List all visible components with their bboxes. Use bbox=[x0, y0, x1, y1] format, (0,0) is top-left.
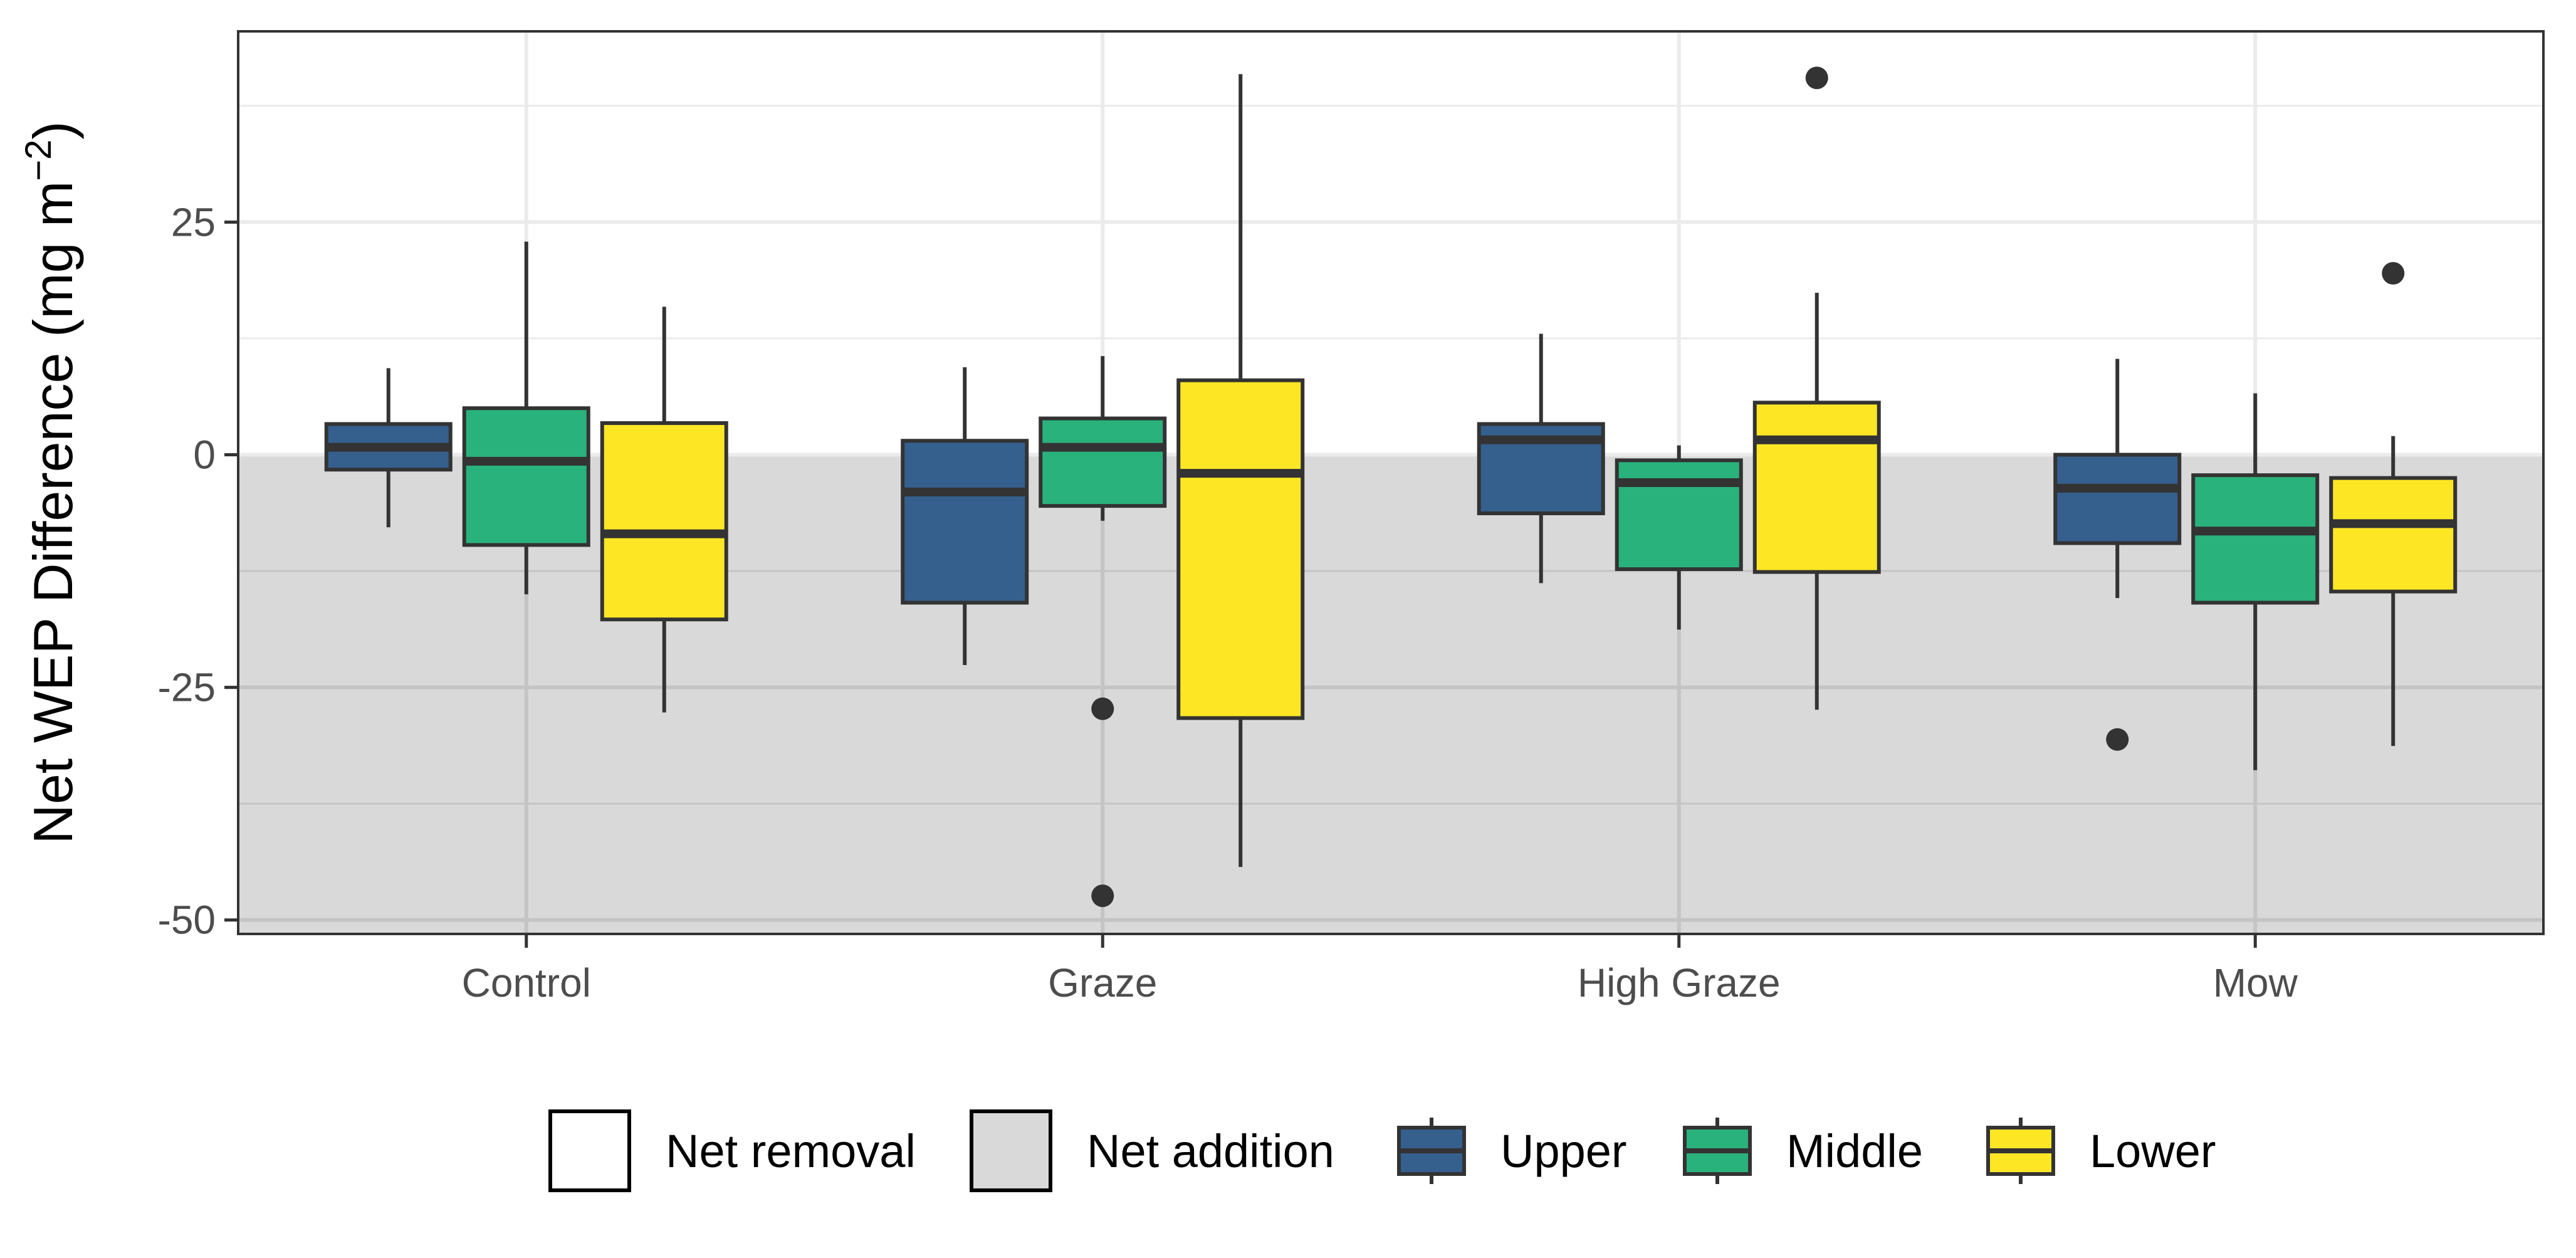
panel-border bbox=[237, 30, 2545, 935]
box-body bbox=[2329, 476, 2458, 594]
box-upper-mow bbox=[2053, 359, 2182, 751]
box-middle-control bbox=[462, 241, 590, 595]
legend-entry-upper: Upper bbox=[1397, 1118, 1627, 1184]
box-lower-control bbox=[600, 307, 728, 713]
box-lower-high-graze bbox=[1752, 66, 1881, 710]
legend-entry-lower: Lower bbox=[1986, 1118, 2216, 1184]
legend-entry-net-removal: Net removal bbox=[548, 1109, 916, 1192]
y-tick-label: 25 bbox=[171, 199, 216, 244]
y-axis-title: Net WEP Difference (mg m−2) bbox=[18, 121, 84, 844]
legend-key bbox=[970, 1109, 1052, 1192]
box-upper-graze bbox=[901, 367, 1029, 665]
box-middle-mow bbox=[2191, 393, 2320, 770]
boxes bbox=[324, 66, 2458, 908]
outlier-point-1 bbox=[1091, 884, 1114, 908]
legend-label: Middle bbox=[1786, 1125, 1923, 1177]
outlier-point-0 bbox=[1805, 66, 1828, 90]
box-body bbox=[2053, 453, 2182, 545]
legend-label: Net addition bbox=[1087, 1125, 1334, 1177]
legend-label: Net removal bbox=[666, 1125, 916, 1177]
legend-entry-net-addition: Net addition bbox=[970, 1109, 1334, 1192]
y-tick-label: 0 bbox=[193, 432, 216, 477]
box-middle-graze bbox=[1039, 356, 1167, 908]
x-tick-label: Mow bbox=[2213, 960, 2298, 1005]
legend-label: Lower bbox=[2090, 1125, 2216, 1177]
x-tick-label: Control bbox=[462, 960, 591, 1005]
x-tick-label: High Graze bbox=[1578, 960, 1781, 1005]
box-body bbox=[901, 439, 1029, 605]
box-body bbox=[600, 421, 728, 622]
box-body bbox=[1039, 416, 1167, 508]
y-axis: -50 -25 0 25 bbox=[158, 199, 238, 943]
outlier-point-0 bbox=[2106, 728, 2129, 751]
x-axis: Control Graze High Graze Mow bbox=[462, 934, 2298, 1005]
legend-label: Upper bbox=[1500, 1125, 1627, 1177]
box-body bbox=[1615, 458, 1743, 572]
y-tick-label: -50 bbox=[158, 898, 216, 943]
box-lower-graze bbox=[1176, 74, 1305, 867]
y-axis-title-main: Net WEP Difference (mg m bbox=[22, 181, 84, 844]
box-body bbox=[2191, 473, 2320, 605]
y-axis-title-superscript: −2 bbox=[18, 140, 59, 181]
box-middle-high-graze bbox=[1615, 445, 1743, 630]
box-lower-mow bbox=[2329, 261, 2458, 747]
outlier-point-0 bbox=[2382, 261, 2405, 285]
box-body bbox=[462, 406, 590, 547]
box-upper-control bbox=[324, 368, 453, 528]
y-axis-title-close: ) bbox=[22, 121, 84, 139]
legend-key bbox=[548, 1109, 631, 1192]
box-body bbox=[1176, 378, 1305, 720]
outlier-point-0 bbox=[1091, 697, 1114, 720]
box-body bbox=[1752, 401, 1881, 574]
y-tick-label: -25 bbox=[158, 665, 216, 710]
x-tick-label: Graze bbox=[1048, 960, 1157, 1005]
legend-entry-middle: Middle bbox=[1683, 1118, 1923, 1184]
box-upper-high-graze bbox=[1477, 333, 1605, 584]
legend: Net removal Net addition Upper Middle Lower bbox=[548, 1109, 2216, 1192]
